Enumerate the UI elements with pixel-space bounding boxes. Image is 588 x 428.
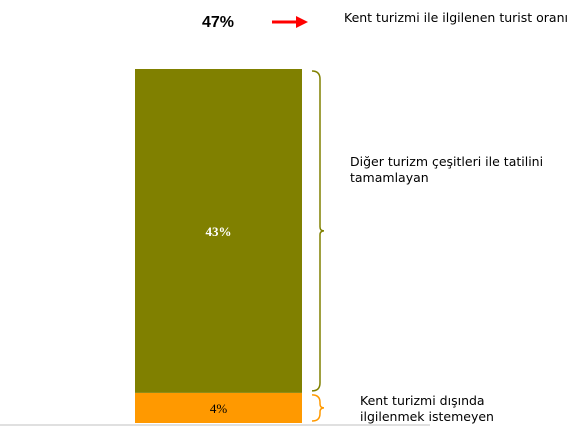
bar-segment xyxy=(135,69,302,393)
bar-segment xyxy=(135,392,302,423)
arrow-head xyxy=(296,16,308,28)
brace xyxy=(311,394,325,422)
total-label: 47% xyxy=(202,14,234,31)
series-label: Diğer turizm çeşitleri ile tatilini tama… xyxy=(350,154,544,185)
value-label: 4% xyxy=(210,401,228,416)
total-annotation: Kent turizmi ile ilgilenen turist oranı xyxy=(344,10,568,25)
series-label: Kent turizmi dışında ilgilenmek istemeye… xyxy=(360,392,494,424)
brace xyxy=(311,70,325,392)
value-label: 43% xyxy=(206,224,232,239)
